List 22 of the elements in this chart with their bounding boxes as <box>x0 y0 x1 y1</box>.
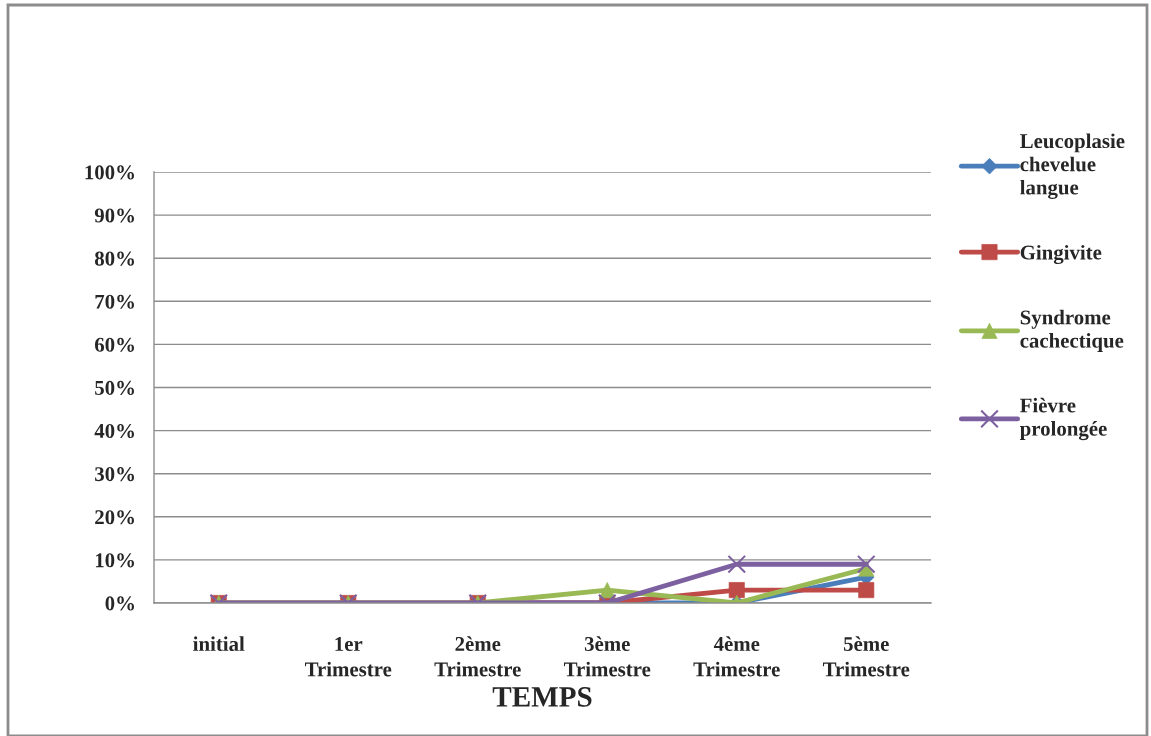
y-tick-label: 40% <box>94 423 134 439</box>
y-tick-label: 90% <box>94 208 134 223</box>
y-tick-label: 0% <box>105 596 134 611</box>
y-tick-label: 60% <box>94 337 134 352</box>
x-axis-title: TEMPS <box>492 687 592 707</box>
y-tick-label: 50% <box>95 380 134 395</box>
legend-label: Syndrome cachectique <box>1020 309 1124 352</box>
legend-label: Leucoplasie chevelue langue <box>1020 133 1125 199</box>
x-tick-label: initial <box>193 636 245 651</box>
y-tick-label: 80% <box>94 251 134 266</box>
y-tick-label: 70% <box>95 294 134 309</box>
y-tick-label: 20% <box>95 510 134 525</box>
y-tick-label: 10% <box>95 553 134 568</box>
y-tick-label: 30% <box>95 467 134 482</box>
x-tick-label: 5ème Trimestre <box>822 636 910 677</box>
legend-label: Fièvre prolongée <box>1019 397 1107 441</box>
x-tick-label: 3ème Trimestre <box>563 636 651 677</box>
legend-label: Gingivite <box>1020 244 1102 264</box>
x-tick-label: 4ème Trimestre <box>693 636 780 677</box>
y-tick-label: 100% <box>85 165 134 180</box>
x-tick-label: 1er Trimestre <box>304 637 392 677</box>
x-tick-label: 2ème Trimestre <box>434 636 521 677</box>
